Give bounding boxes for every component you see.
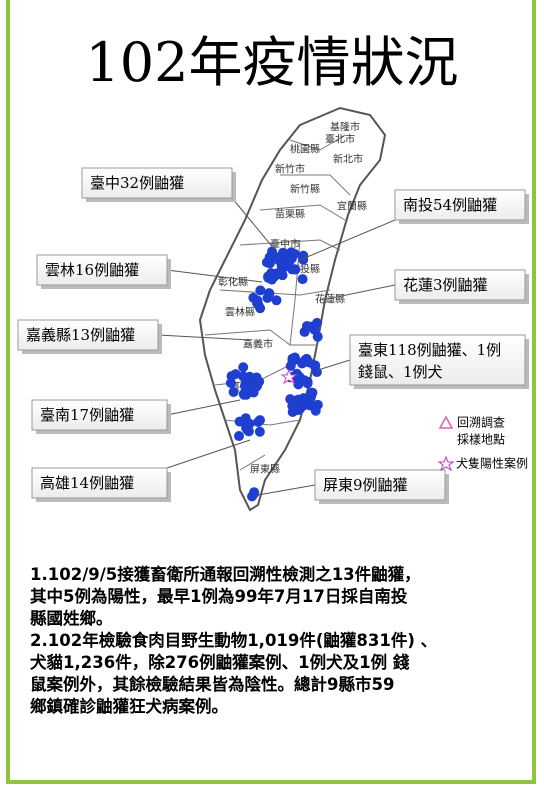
case-dot	[287, 264, 298, 275]
legend-text: 採樣地點	[457, 432, 505, 447]
case-dot	[297, 274, 308, 285]
callout-text: 雲林16例鼬獾	[45, 261, 139, 279]
callout-box	[36, 254, 168, 286]
callout-text: 高雄14例鼬獾	[40, 474, 134, 492]
case-dot	[287, 356, 298, 367]
callout-box	[17, 319, 159, 351]
case-dot	[293, 372, 304, 383]
case-dot	[243, 426, 254, 437]
callout-box	[394, 189, 526, 221]
case-dot	[299, 326, 310, 337]
case-dot	[297, 358, 308, 369]
case-dot	[262, 292, 273, 303]
leader-line	[257, 484, 316, 496]
county-label: 花蓮縣	[315, 293, 345, 306]
leader-line	[157, 334, 251, 341]
callout-text: 嘉義縣13例鼬獾	[26, 326, 135, 344]
case-dot	[255, 303, 266, 314]
callout-text: 南投54例鼬獾	[403, 196, 497, 214]
county-label: 臺中市	[270, 238, 300, 251]
legend-star	[437, 455, 455, 472]
county-label: 基隆市	[330, 121, 360, 134]
case-dot	[269, 271, 280, 282]
case-dot	[234, 431, 245, 442]
note-line: 鼠案例外，其餘檢驗結果皆為陰性。總計9縣市59	[30, 675, 395, 694]
case-dot	[239, 389, 250, 400]
callout-box	[31, 399, 168, 431]
callout-box	[394, 269, 526, 301]
case-dot	[287, 400, 298, 411]
case-dot	[255, 285, 266, 296]
callout-text: 臺東118例鼬獾、1例	[358, 341, 501, 359]
legend-text: 回溯調查	[457, 415, 505, 430]
note-line: 縣國姓鄉。	[30, 609, 113, 628]
case-dot	[240, 373, 251, 384]
county-label: 屏東縣	[250, 463, 280, 476]
callout-text: 臺南17例鼬獾	[40, 406, 134, 424]
case-dot	[306, 387, 317, 398]
notes: 1.102/9/5接獲畜衛所通報回溯性檢測之13件鼬獾， 其中5例為陽性，最早1例…	[30, 564, 437, 718]
frame	[6, 0, 536, 784]
case-dot	[312, 331, 323, 342]
case-dot	[238, 362, 249, 373]
callout-text: 花蓮3例鼬獾	[403, 276, 488, 294]
case-dot	[226, 371, 237, 382]
title: 102年疫情狀況	[85, 31, 459, 94]
case-dot	[251, 381, 262, 392]
leader-line	[321, 284, 396, 301]
case-dot	[271, 295, 282, 306]
dog-case-star	[280, 368, 298, 385]
county-label: 新北市	[333, 153, 363, 166]
callout-text: 臺中32例鼬獾	[90, 174, 184, 192]
case-dot	[289, 248, 300, 259]
case-dot	[295, 403, 306, 414]
case-dot	[277, 270, 288, 281]
case-dot	[312, 399, 323, 410]
county-label: 桃園縣	[290, 143, 320, 156]
county-label: 嘉義市	[243, 338, 273, 351]
leader-line	[166, 399, 241, 416]
county-label: 新竹縣	[290, 183, 320, 196]
case-dot	[278, 258, 289, 269]
county-label: 宜蘭縣	[337, 200, 367, 213]
case-dot	[298, 393, 309, 404]
leader-line	[299, 219, 396, 261]
case-dot	[240, 413, 251, 424]
note-line: 犬貓1,236件，除276例鼬獾案例、1例犬及1例 錢	[30, 653, 410, 672]
case-dot	[255, 415, 266, 426]
case-dot	[254, 426, 265, 437]
legend-triangle	[438, 415, 454, 429]
callout-text: 屏東9例鼬獾	[323, 476, 408, 494]
county-label: 苗栗縣	[275, 209, 305, 221]
note-line: 2.102年檢驗食肉目野生動物1,019件(鼬獾831件) 、	[30, 631, 438, 650]
leader-line	[317, 359, 351, 371]
leader-line	[166, 439, 251, 469]
county-label: 臺北市	[325, 133, 355, 146]
case-dot	[261, 257, 272, 268]
callout-box	[349, 334, 526, 386]
callout-box	[314, 469, 446, 501]
county-label: 新竹市	[275, 163, 305, 176]
callout-box	[31, 467, 168, 499]
case-dot	[228, 386, 239, 397]
case-dot	[278, 247, 289, 258]
note-line: 鄉鎮確診鼬獾狂犬病案例。	[30, 697, 228, 716]
county-label: 雲林縣	[225, 306, 255, 319]
note-line: 其中5例為陽性，最早1例為99年7月17日採自南投	[30, 587, 408, 606]
case-dot	[298, 254, 309, 265]
leader-line	[231, 197, 276, 251]
case-dot	[270, 252, 281, 263]
leader-line	[166, 269, 263, 283]
legend-text: 犬隻陽性案例	[456, 456, 528, 471]
county-label: 彰化縣	[218, 276, 248, 289]
map: 基隆市臺北市新北市桃園縣新竹市新竹縣苗栗縣宜蘭縣臺中市彰化縣南投縣花蓮縣雲林縣嘉…	[17, 106, 529, 512]
case-dot	[247, 491, 258, 502]
note-line: 1.102/9/5接獲畜衛所通報回溯性檢測之13件鼬獾，	[30, 565, 421, 584]
callout-box	[81, 167, 233, 199]
taiwan-outline	[198, 106, 387, 512]
callout-text: 錢鼠、1例犬	[358, 363, 443, 381]
